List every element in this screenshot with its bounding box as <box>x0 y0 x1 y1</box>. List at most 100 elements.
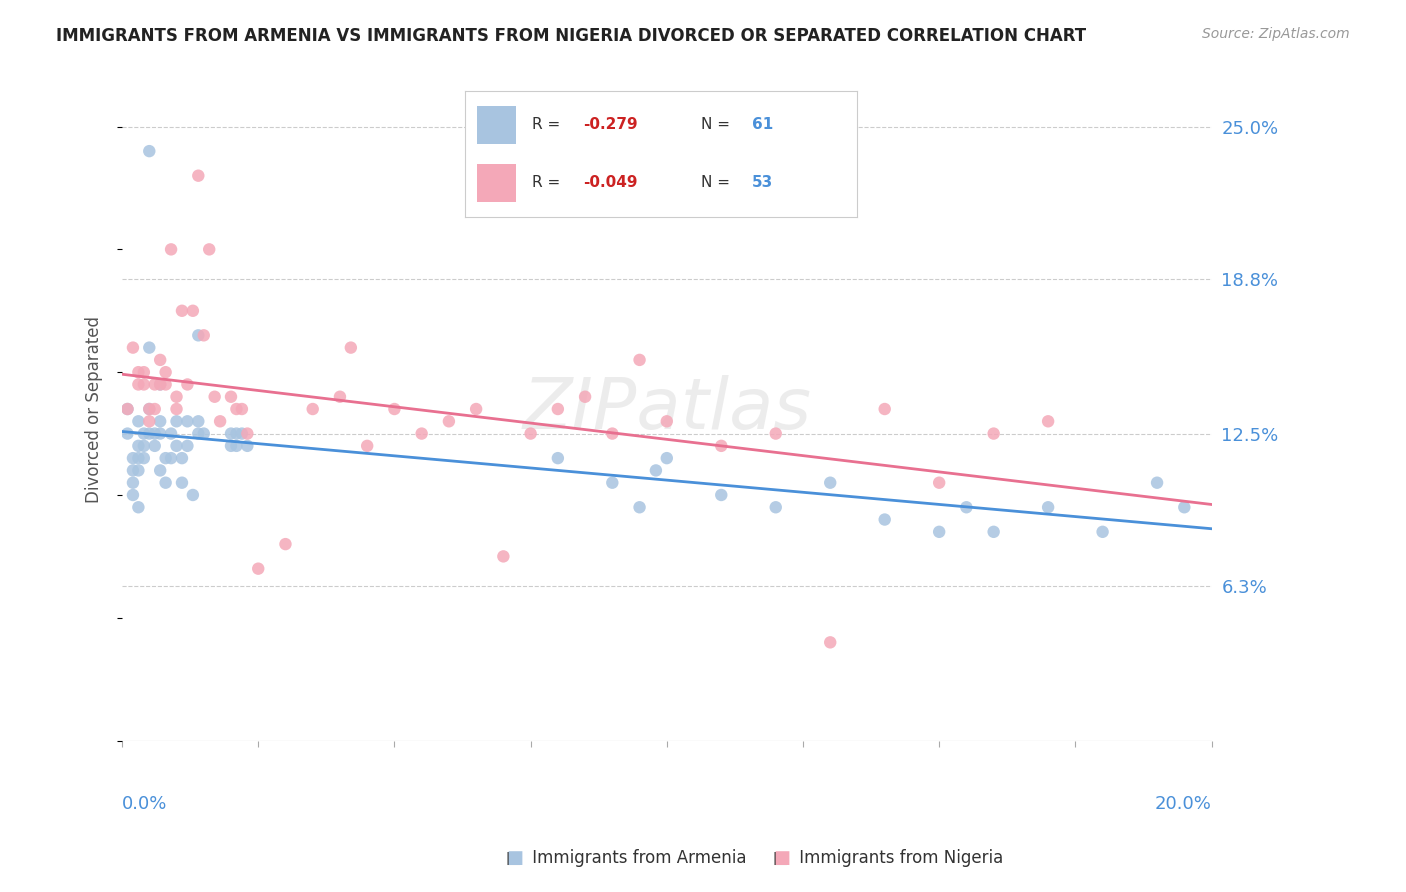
Point <box>928 524 950 539</box>
Point <box>160 451 183 466</box>
Point <box>143 439 166 453</box>
Point <box>143 426 166 441</box>
Point <box>143 377 166 392</box>
Point <box>160 426 183 441</box>
Point <box>574 390 596 404</box>
Point <box>149 463 172 477</box>
Point <box>127 463 149 477</box>
Point <box>655 451 678 466</box>
Point <box>127 451 149 466</box>
Text: 0.0%: 0.0% <box>122 795 167 813</box>
Point <box>187 414 209 428</box>
Point <box>117 402 139 417</box>
Point <box>219 439 242 453</box>
Point <box>176 439 198 453</box>
Point <box>411 426 433 441</box>
Point <box>193 426 215 441</box>
Point <box>138 144 160 158</box>
Text: Source: ZipAtlas.com: Source: ZipAtlas.com <box>1202 27 1350 41</box>
Point <box>247 562 270 576</box>
Point <box>149 377 172 392</box>
Point <box>1146 475 1168 490</box>
Point <box>710 439 733 453</box>
Point <box>138 402 160 417</box>
Point <box>236 426 259 441</box>
Point <box>710 488 733 502</box>
Point <box>166 439 188 453</box>
Point <box>602 475 624 490</box>
Point <box>519 426 541 441</box>
Point <box>274 537 297 551</box>
Point <box>160 243 183 257</box>
Point <box>122 488 145 502</box>
Point <box>547 402 569 417</box>
Point <box>187 426 209 441</box>
Point <box>1036 500 1059 515</box>
Point <box>1036 414 1059 428</box>
Point <box>655 414 678 428</box>
Point <box>166 414 188 428</box>
Point <box>547 451 569 466</box>
Point <box>340 341 363 355</box>
Point <box>873 402 896 417</box>
Point <box>149 377 172 392</box>
Point <box>138 402 160 417</box>
Point <box>132 439 155 453</box>
Point <box>465 402 488 417</box>
Point <box>198 243 221 257</box>
Point <box>149 352 172 367</box>
Point <box>138 341 160 355</box>
Text: ■  Immigrants from Armenia: ■ Immigrants from Armenia <box>506 849 747 867</box>
Point <box>181 303 204 318</box>
Point <box>117 402 139 417</box>
Point <box>818 475 841 490</box>
Point <box>122 475 145 490</box>
Text: 20.0%: 20.0% <box>1154 795 1212 813</box>
Point <box>117 426 139 441</box>
Point <box>384 402 406 417</box>
Point <box>138 414 160 428</box>
Text: ■: ■ <box>773 849 790 867</box>
Point <box>955 500 977 515</box>
Point <box>187 328 209 343</box>
Point <box>176 414 198 428</box>
Point <box>132 426 155 441</box>
Point <box>143 402 166 417</box>
Point <box>176 377 198 392</box>
Point <box>209 414 232 428</box>
Point <box>166 390 188 404</box>
Text: ■  Immigrants from Nigeria: ■ Immigrants from Nigeria <box>773 849 1004 867</box>
Point <box>170 303 193 318</box>
Point <box>122 463 145 477</box>
Point <box>928 475 950 490</box>
Point <box>127 365 149 379</box>
Point <box>225 426 247 441</box>
Text: ZIPatlas: ZIPatlas <box>522 375 811 443</box>
Point <box>132 365 155 379</box>
Point <box>983 524 1005 539</box>
Point <box>645 463 668 477</box>
Point <box>127 377 149 392</box>
Point <box>155 365 177 379</box>
Point <box>983 426 1005 441</box>
Point <box>492 549 515 564</box>
Point <box>127 439 149 453</box>
Point <box>628 352 651 367</box>
Point <box>204 390 226 404</box>
Point <box>193 328 215 343</box>
Point <box>187 169 209 183</box>
Point <box>166 402 188 417</box>
Point <box>127 414 149 428</box>
Point <box>122 451 145 466</box>
Point <box>155 377 177 392</box>
Text: IMMIGRANTS FROM ARMENIA VS IMMIGRANTS FROM NIGERIA DIVORCED OR SEPARATED CORRELA: IMMIGRANTS FROM ARMENIA VS IMMIGRANTS FR… <box>56 27 1087 45</box>
Point <box>1091 524 1114 539</box>
Point <box>149 414 172 428</box>
Point <box>149 426 172 441</box>
Point <box>170 451 193 466</box>
Point <box>181 488 204 502</box>
Point <box>437 414 460 428</box>
Point <box>225 402 247 417</box>
Point <box>818 635 841 649</box>
Point <box>122 341 145 355</box>
